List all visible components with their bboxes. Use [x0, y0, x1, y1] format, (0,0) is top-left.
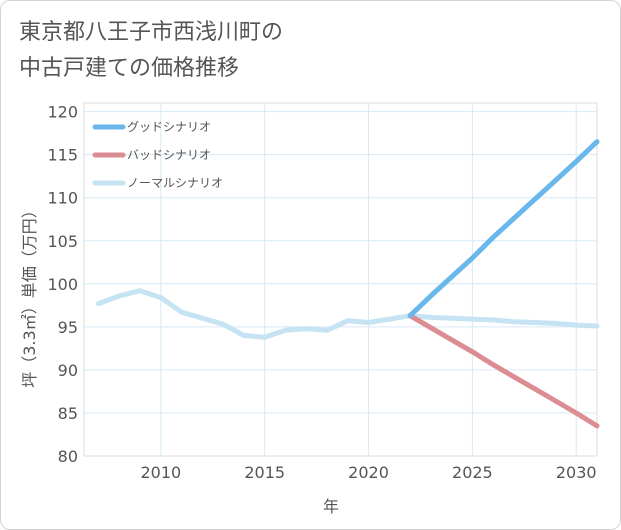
y-tick-label: 115	[47, 146, 78, 165]
grid-lines	[83, 102, 598, 457]
legend-label: ノーマルシナリオ	[127, 176, 223, 190]
y-tick-label: 95	[58, 318, 78, 337]
legend-label: バッドシナリオ	[127, 148, 211, 162]
x-tick-label: 2020	[348, 463, 389, 482]
x-tick-label: 2015	[244, 463, 285, 482]
y-tick-label: 110	[47, 189, 78, 208]
plot-frame	[83, 102, 598, 457]
y-axis-label: 坪（3.3㎡）単価（万円）	[20, 202, 39, 387]
chart-title-line-1: 東京都八王子市西浅川町の	[19, 20, 284, 45]
x-axis-ticks: 2010 2015 2020 2025 2030	[140, 463, 596, 482]
y-axis-ticks: 80 85 90 95 100 105 110 115 120	[47, 103, 78, 466]
x-tick-label: 2025	[452, 463, 493, 482]
y-tick-label: 85	[58, 404, 78, 423]
y-tick-label: 80	[58, 447, 78, 466]
x-tick-label: 2010	[140, 463, 181, 482]
chart-title: 東京都八王子市西浅川町の 中古戸建ての価格推移	[19, 15, 283, 87]
x-axis-label: 年	[323, 497, 339, 516]
chart-title-line-2: 中古戸建ての価格推移	[19, 56, 240, 81]
series-lines	[96, 139, 600, 429]
y-tick-label: 120	[47, 103, 78, 122]
y-tick-label: 105	[47, 232, 78, 251]
legend-label: グッドシナリオ	[127, 120, 211, 134]
y-tick-label: 100	[47, 275, 78, 294]
y-tick-label: 90	[58, 361, 78, 380]
series-line	[407, 313, 600, 429]
series-line	[407, 139, 600, 319]
series-line	[96, 288, 600, 340]
x-tick-label: 2030	[556, 463, 597, 482]
